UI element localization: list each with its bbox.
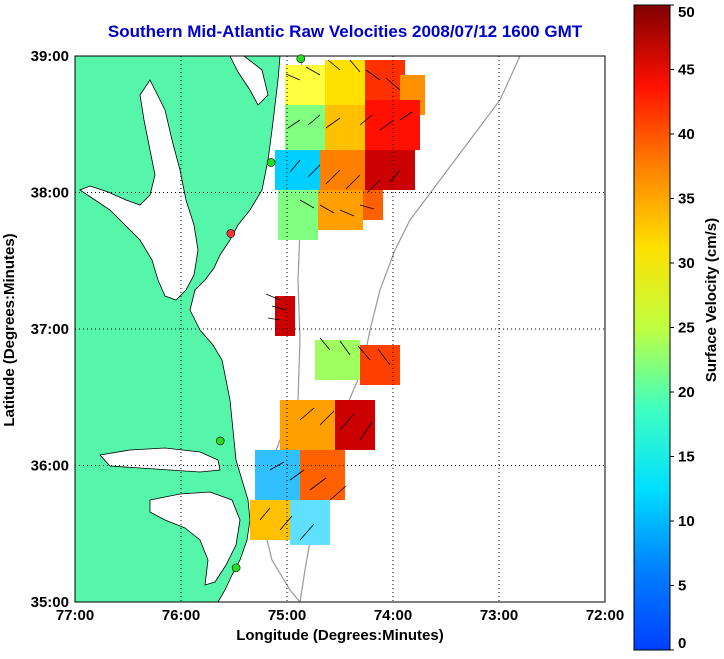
y-tick-label: 36:00 (31, 458, 69, 475)
radar-station-marker (231, 563, 241, 573)
y-tick-labels: 39:00 38:00 37:00 36:00 35:00 (31, 48, 69, 611)
colorbar-tick-label: 40 (678, 126, 695, 143)
velocity-field-mid (275, 296, 295, 336)
radar-station-marker (266, 158, 276, 167)
grid-lines (75, 56, 605, 602)
colorbar-tick-label: 35 (678, 191, 695, 208)
x-tick-label: 76:00 (162, 607, 200, 624)
chesapeake-bay (79, 79, 199, 301)
x-axis-label: Longitude (Degrees:Minutes) (236, 627, 444, 644)
plot-frame (74, 55, 606, 603)
albemarle-sound (99, 447, 221, 473)
radar-station-marker (226, 229, 236, 238)
delaware-bay (229, 56, 269, 106)
y-tick-label: 38:00 (31, 185, 69, 202)
radar-station-marker (215, 436, 225, 446)
x-tick-label: 73:00 (480, 607, 518, 624)
colorbar-tick-label: 15 (678, 449, 695, 466)
y-tick-label: 37:00 (31, 321, 69, 338)
x-tick-label: 77:00 (56, 607, 94, 624)
map-title: Southern Mid-Atlantic Raw Velocities 200… (107, 22, 583, 41)
radar-stations (215, 54, 306, 573)
x-tick-label: 75:00 (268, 607, 306, 624)
colorbar-label: Surface Velocity (cm/s) (703, 218, 720, 382)
x-tick-labels: 77:00 76:00 75:00 74:00 73:00 72:00 (56, 607, 624, 624)
colorbar-tick-label: 10 (678, 513, 695, 530)
radar-station-marker (296, 54, 306, 64)
pamlico-sound (149, 491, 241, 586)
y-axis-label: Latitude (Degrees:Minutes) (1, 233, 18, 426)
y-tick-label: 35:00 (31, 594, 69, 611)
velocity-vectors (259, 59, 413, 541)
x-tick-label: 72:00 (586, 607, 624, 624)
velocity-field-north (275, 60, 425, 240)
x-tick-label: 74:00 (374, 607, 412, 624)
y-tick-label: 39:00 (31, 48, 69, 65)
colorbar-tick-label: 30 (678, 255, 695, 272)
colorbar (633, 4, 671, 651)
colorbar-tick-label: 20 (678, 384, 695, 401)
colorbar-tick-label: 5 (678, 578, 686, 595)
colorbar-tick-label: 0 (678, 635, 686, 652)
colorbar-tick-label: 50 (678, 4, 695, 21)
colorbar-tick-label: 45 (678, 62, 695, 79)
colorbar-tick-label: 25 (678, 320, 695, 337)
velocity-field-south (250, 340, 400, 545)
